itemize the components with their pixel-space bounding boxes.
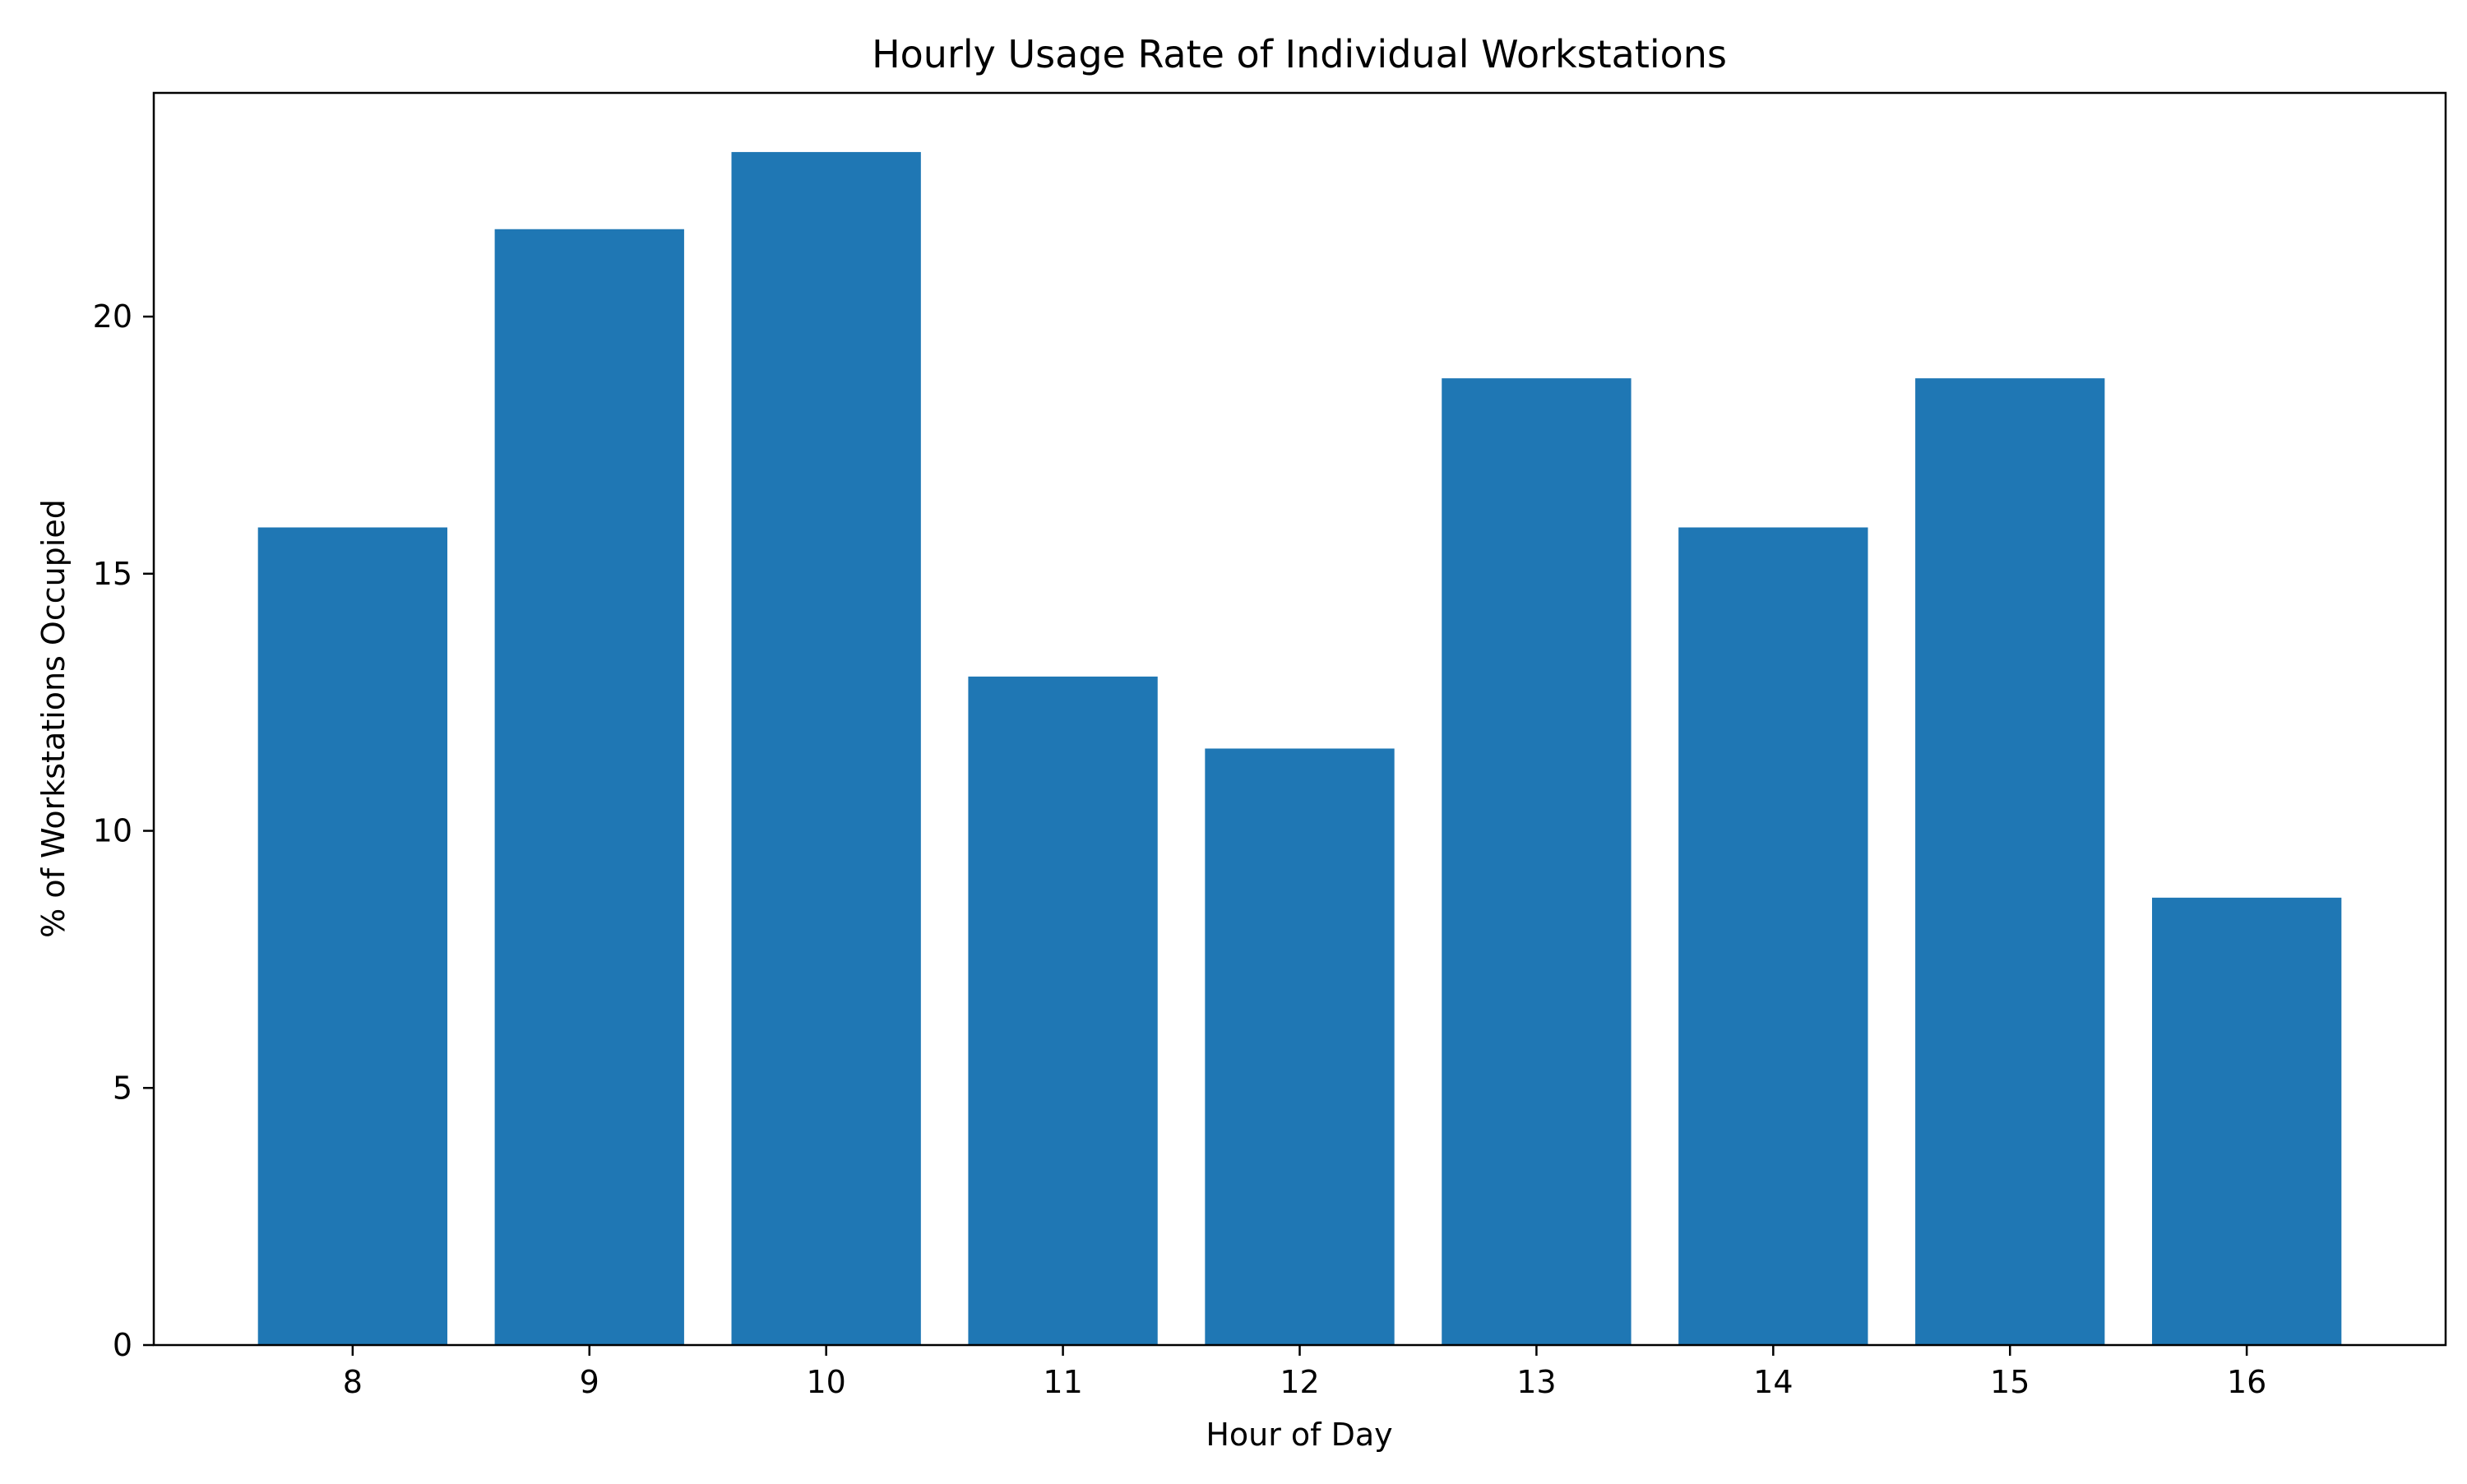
x-tick-label: 16: [2227, 1364, 2266, 1400]
bar-8: [257, 527, 448, 1345]
bar-10: [731, 151, 921, 1346]
x-tick-label: 14: [1753, 1364, 1793, 1400]
chart-title: Hourly Usage Rate of Individual Workstat…: [872, 32, 1727, 76]
plot-frame: [152, 91, 2447, 1347]
x-tick-label: 12: [1280, 1364, 1319, 1400]
y-axis-label: % of Workstations Occupied: [35, 499, 72, 938]
y-tick-label: 20: [93, 298, 132, 335]
y-tick-label: 5: [113, 1070, 132, 1106]
x-axis-label: Hour of Day: [1206, 1417, 1392, 1453]
x-tick-label: 13: [1516, 1364, 1556, 1400]
x-tick-label: 8: [343, 1364, 363, 1400]
x-tick-label: 15: [1990, 1364, 2030, 1400]
y-tick-label: 15: [93, 556, 132, 592]
bar-14: [1678, 527, 1868, 1345]
bar-12: [1205, 748, 1395, 1345]
bar-11: [968, 676, 1158, 1345]
bar-9: [494, 229, 684, 1345]
bar-15: [1915, 378, 2105, 1346]
bar-16: [2151, 897, 2342, 1345]
y-tick-label: 10: [93, 813, 132, 849]
x-axis-ticks: 8 9 10 11 12 13 14 15 16: [343, 1345, 2266, 1400]
bar-13: [1442, 378, 1632, 1346]
x-tick-label: 9: [580, 1364, 599, 1400]
y-tick-label: 0: [113, 1327, 132, 1363]
x-tick-label: 10: [806, 1364, 845, 1400]
y-axis-ticks: 0 5 10 15 20: [93, 298, 154, 1363]
x-tick-label: 11: [1043, 1364, 1082, 1400]
bars-layer: [257, 151, 2342, 1346]
